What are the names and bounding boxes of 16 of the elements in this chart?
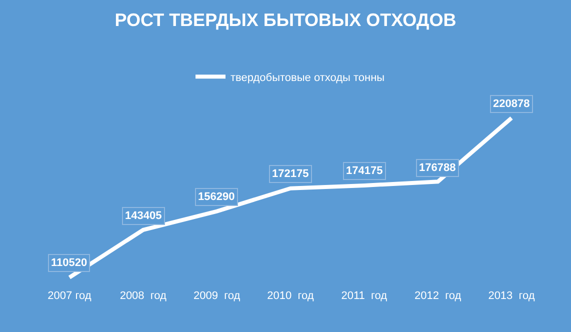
x-tick-label: 2012 год <box>414 290 462 302</box>
data-label: 172175 <box>272 168 309 180</box>
data-label: 156290 <box>198 191 235 203</box>
data-label: 143405 <box>125 210 162 222</box>
x-tick-label: 2009 год <box>193 290 241 302</box>
x-tick-label: 2011 год <box>341 290 388 302</box>
legend-label: твердобытовые отходы тонны <box>230 72 385 84</box>
x-tick-label: 2010 год <box>267 290 314 302</box>
x-tick-label: 2013 год <box>488 290 536 302</box>
data-label: 176788 <box>419 162 456 174</box>
data-label: 110520 <box>51 257 88 269</box>
x-tick-label: 2008 год <box>120 290 168 302</box>
data-label: 220878 <box>493 98 530 110</box>
chart-title: РОСТ ТВЕРДЫХ БЫТОВЫХ ОТХОДОВ <box>114 10 456 30</box>
data-label: 174175 <box>346 165 383 177</box>
x-tick-label: 2007 год <box>48 290 92 302</box>
